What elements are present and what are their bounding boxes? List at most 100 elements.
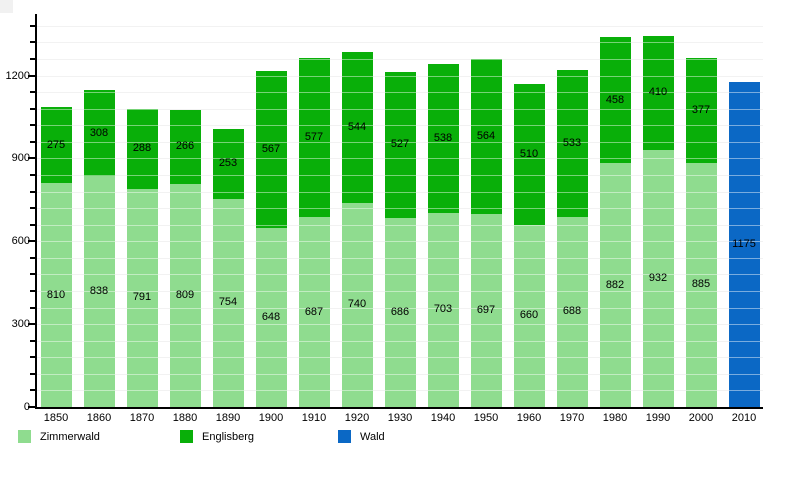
bar-segment-englisberg [685,58,717,163]
bar-value-label: 687 [304,305,324,318]
y-minor-tick [30,190,35,193]
bar-value-label: 648 [261,311,281,323]
gridline-overlay [37,141,763,143]
y-minor-tick [30,372,35,375]
x-axis-tick-label: 1960 [516,412,542,424]
bar-segment-englisberg [642,36,674,150]
bar-segment-englisberg [83,90,115,176]
plot-area: 0 300 600 900 1200 810 275 1850 838 308 1860 791 288… [5,14,763,424]
y-minor-tick [30,289,35,292]
x-axis-tick-label: 2000 [688,412,714,424]
gridline-overlay [37,92,763,94]
gridline-overlay [37,58,763,60]
bar-value-label: 686 [390,305,410,318]
x-axis-tick-label: 1990 [645,412,671,424]
y-axis-tick-label: 900 [11,152,30,165]
y-minor-tick [30,140,35,143]
x-axis-tick-label: 1890 [215,412,241,424]
bar-segment-englisberg [298,57,330,218]
gridline-overlay [37,340,763,342]
bar-value-label: 253 [218,157,238,170]
bar-value-label: 754 [218,296,238,309]
x-axis-tick-label: 1980 [602,412,628,424]
y-minor-tick [30,91,35,94]
gridline-overlay [37,108,763,110]
bar-segment-englisberg [470,58,502,215]
y-minor-tick [30,57,35,60]
x-axis-tick-label: 1910 [301,412,327,424]
gridline-overlay [37,290,763,292]
x-axis-tick-label: 1940 [430,412,456,424]
x-axis-line [35,407,763,409]
bar-value-label: 544 [347,120,367,133]
bar-value-label: 932 [648,271,668,284]
gridline-overlay [37,257,763,259]
bar-segment-englisberg [599,36,631,164]
bar-segment-englisberg [556,69,588,217]
y-axis-tick-label: 0 [23,401,30,413]
y-minor-tick [30,306,35,309]
legend-swatch-wald [338,430,351,443]
gridline [37,58,763,60]
y-minor-tick [30,223,35,226]
gridline-overlay [37,324,763,326]
bar-value-label: 377 [691,103,711,116]
gridline-overlay [37,125,763,127]
legend-item-wald: Wald [338,430,488,444]
x-axis-tick-label: 1880 [172,412,198,424]
x-axis-tick-label: 1970 [559,412,585,424]
legend-label: Wald [360,431,385,443]
x-axis-tick-label: 2010 [731,412,757,424]
bar-segment-zimmerwald [642,149,674,407]
legend-swatch-zimmerwald [18,430,31,443]
legend-item-zimmerwald: Zimmerwald [18,430,168,444]
gridline [37,42,763,44]
y-minor-tick [30,173,35,176]
gridline-overlay [37,42,763,44]
x-axis-tick-label: 1870 [129,412,155,424]
bar-segment-englisberg [255,71,287,228]
y-minor-tick [30,207,35,210]
bar-segment-englisberg [384,71,416,218]
bar-value-label: 564 [476,130,496,143]
gridline-overlay [37,208,763,210]
y-axis-tick-label: 600 [11,235,30,248]
y-minor-tick [30,356,35,359]
y-axis-tick-label: 300 [11,318,30,331]
gridline-overlay [37,373,763,375]
bar-value-label: 275 [46,138,66,151]
y-minor-tick [30,339,35,342]
y-minor-tick [30,256,35,259]
bar-value-label: 538 [433,132,453,145]
bar-segment-englisberg [513,83,545,225]
bar-segment-zimmerwald [685,162,717,407]
bar-value-label: 703 [433,303,453,316]
gridline-overlay [37,75,763,77]
bar-segment-zimmerwald [255,228,287,407]
gridline [37,25,763,27]
gridline-overlay [37,174,763,176]
x-axis-tick-label: 1900 [258,412,284,424]
y-minor-tick [30,24,35,27]
legend-item-englisberg: Englisberg [180,430,330,444]
x-axis-tick-label: 1950 [473,412,499,424]
x-axis-tick-label: 1850 [43,412,69,424]
bar-segment-zimmerwald [384,217,416,407]
gridline-overlay [37,307,763,309]
y-major-tick [28,74,35,77]
x-axis-tick-label: 1920 [344,412,370,424]
bar-value-label: 791 [132,291,152,304]
gridline-overlay [37,390,763,392]
bar-value-label: 458 [605,93,625,106]
bar-segment-zimmerwald [83,175,115,407]
y-axis-tick-label: 1200 [5,69,30,82]
bar-segment-englisberg [212,128,244,199]
bar-segment-englisberg [341,52,373,203]
bar-segment-zimmerwald [126,188,158,407]
bar-segment-zimmerwald [341,202,373,407]
gridline-overlay [37,357,763,359]
bar-value-label: 688 [562,305,582,318]
x-axis-tick-label: 1930 [387,412,413,424]
legend-label: Englisberg [202,431,254,443]
bar-value-label: 885 [691,278,711,291]
